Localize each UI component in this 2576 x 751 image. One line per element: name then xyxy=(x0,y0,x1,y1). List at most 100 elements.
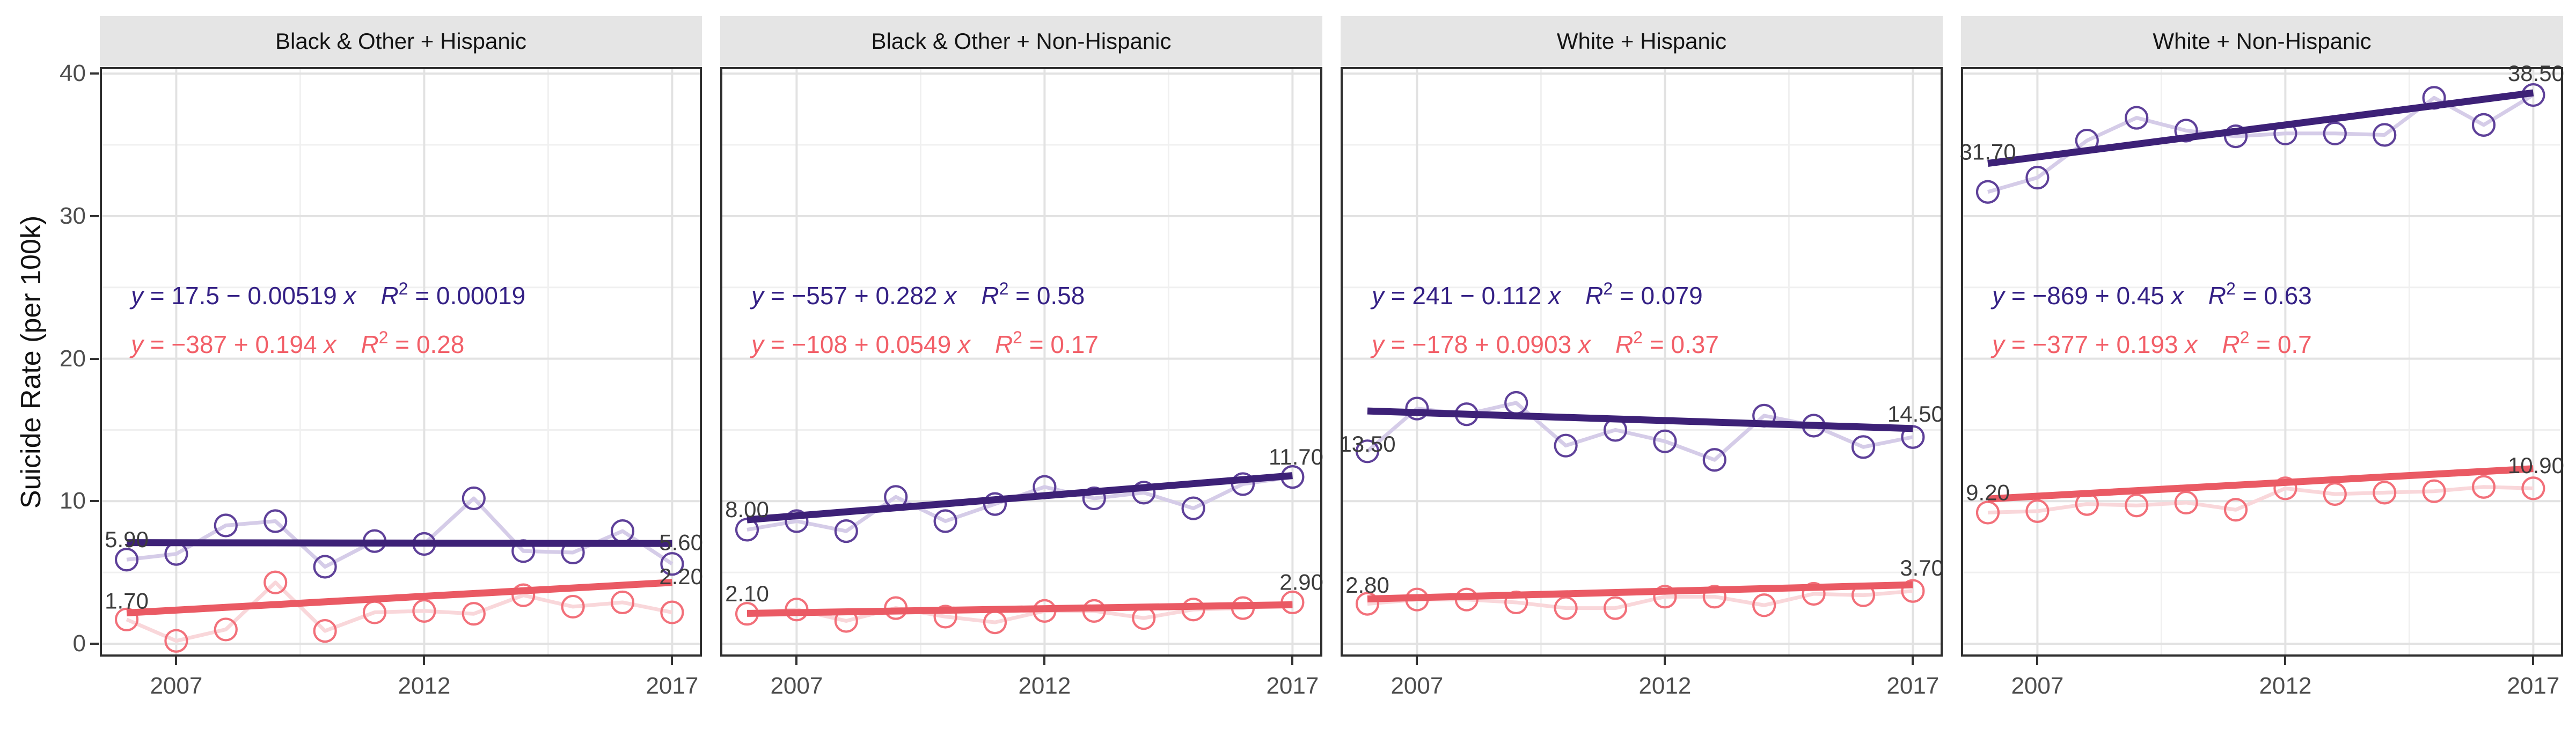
trend-line-navy xyxy=(1987,89,2534,167)
x-tick-mark xyxy=(423,657,426,665)
data-point xyxy=(114,607,139,631)
first-value-label-navy: 8.00 xyxy=(725,497,769,522)
last-value-label-red: 2.90 xyxy=(1279,570,1323,595)
data-point xyxy=(2223,498,2248,522)
x-tick-mark xyxy=(671,657,674,665)
y-tick-mark xyxy=(90,500,99,503)
x-tick-label: 2007 xyxy=(1391,673,1444,699)
last-value-label-red: 10.90 xyxy=(2508,453,2564,478)
first-value-label-navy: 5.90 xyxy=(105,527,149,552)
data-point xyxy=(2025,166,2050,190)
data-point xyxy=(610,590,635,615)
first-value-label-red: 9.20 xyxy=(1966,480,2010,505)
y-tick-mark xyxy=(90,215,99,217)
last-value-label-navy: 11.70 xyxy=(1269,444,1323,469)
gridlines xyxy=(720,67,1322,657)
trend-line-red xyxy=(747,601,1293,617)
last-value-label-navy: 5.60 xyxy=(659,529,703,555)
data-point xyxy=(214,513,238,538)
x-tick-mark xyxy=(175,657,178,665)
data-point xyxy=(2373,481,2397,505)
data-point xyxy=(2273,476,2297,500)
regression-equation-red: y = −387 + 0.194 x R2 = 0.28 xyxy=(129,328,464,358)
data-point xyxy=(1702,585,1726,609)
x-tick-mark xyxy=(1291,657,1294,665)
trend-line-navy xyxy=(747,472,1293,524)
regression-equation-red: y = −178 + 0.0903 x R2 = 0.37 xyxy=(1370,328,1719,358)
regression-equation-red: y = −108 + 0.0549 x R2 = 0.17 xyxy=(750,328,1099,358)
x-tick-label: 2012 xyxy=(1018,673,1071,699)
facet-title-3: White + Hispanic xyxy=(1341,16,1943,67)
trend-line-red xyxy=(1367,581,1913,603)
series-red-points xyxy=(114,570,684,653)
y-tick-mark xyxy=(90,357,99,360)
data-point xyxy=(2373,123,2397,147)
data-point xyxy=(1975,500,2000,525)
y-tick-label: 40 xyxy=(60,60,86,87)
x-tick-label: 2017 xyxy=(1266,673,1319,699)
x-tick-label: 2012 xyxy=(2259,673,2312,699)
gridlines xyxy=(1961,67,2563,657)
trend-line-red xyxy=(1987,465,2534,503)
data-point xyxy=(2174,119,2198,143)
data-point xyxy=(933,509,957,533)
data-point xyxy=(561,594,585,619)
facet-title-1: Black & Other + Hispanic xyxy=(100,16,702,67)
y-tick-mark xyxy=(90,72,99,75)
data-point xyxy=(1901,579,1925,603)
x-tick-label: 2012 xyxy=(398,673,451,699)
first-value-label-red: 2.80 xyxy=(1345,572,1389,598)
panel-plot-2: 8.00 11.70 2.10 2.90 y = −557 + 0.282 x R2 = … xyxy=(720,67,1323,657)
data-point xyxy=(462,602,486,626)
series-red-line xyxy=(1987,485,2534,515)
data-point xyxy=(1355,592,1380,616)
regression-equation-navy: y = −557 + 0.282 x R2 = 0.58 xyxy=(750,279,1085,310)
gridlines xyxy=(100,67,702,657)
regression-equation-navy: y = 241 − 0.112 x R2 = 0.079 xyxy=(1370,279,1703,310)
data-point xyxy=(1975,180,2000,204)
data-point xyxy=(1752,593,1776,617)
data-point xyxy=(1554,596,1578,620)
series-red-points xyxy=(1975,475,2545,525)
data-point xyxy=(164,629,188,653)
data-point xyxy=(462,486,486,511)
panel-plot-4: 31.70 38.50 9.20 10.90 y = −869 + 0.45 x R2 =… xyxy=(1959,61,2564,657)
x-tick-label: 2007 xyxy=(150,673,203,699)
series-navy-points xyxy=(1355,391,1925,472)
data-point xyxy=(1082,486,1106,511)
x-tick-mark xyxy=(2036,657,2039,665)
x-tick-mark xyxy=(2532,657,2535,665)
regression-equation-navy: y = −869 + 0.45 x R2 = 0.63 xyxy=(1990,279,2312,310)
data-point xyxy=(1181,496,1205,520)
x-tick-label: 2007 xyxy=(770,673,823,699)
first-value-label-navy: 31.70 xyxy=(1959,139,2016,164)
x-tick-mark xyxy=(1043,657,1046,665)
facet-title-2: Black & Other + Non-Hispanic xyxy=(720,16,1322,67)
data-point xyxy=(933,605,957,629)
series-red-points xyxy=(1355,579,1925,620)
data-point xyxy=(2025,499,2050,523)
x-tick-label: 2007 xyxy=(2011,673,2064,699)
y-tick-label: 30 xyxy=(60,202,86,229)
data-point xyxy=(2521,476,2545,500)
panel-border xyxy=(1961,67,2563,657)
trend-line-navy xyxy=(126,539,672,547)
data-point xyxy=(264,509,288,533)
data-point xyxy=(1231,472,1255,496)
trend-line-navy xyxy=(1367,407,1913,432)
data-point xyxy=(511,583,536,607)
data-point xyxy=(785,509,809,533)
data-point xyxy=(412,599,436,623)
last-value-label-red: 3.70 xyxy=(1900,555,1944,580)
trend-line-red xyxy=(126,579,672,616)
data-point xyxy=(1802,581,1826,606)
y-tick-label: 10 xyxy=(60,488,86,514)
series-navy-line xyxy=(1987,93,2535,194)
last-value-label-navy: 38.50 xyxy=(2508,61,2564,86)
first-value-label-red: 2.10 xyxy=(725,581,769,606)
data-point xyxy=(1554,433,1578,458)
panel-border xyxy=(100,67,702,657)
data-point xyxy=(1132,481,1156,505)
x-tick-label: 2017 xyxy=(1886,673,1940,699)
data-point xyxy=(1851,435,1876,459)
